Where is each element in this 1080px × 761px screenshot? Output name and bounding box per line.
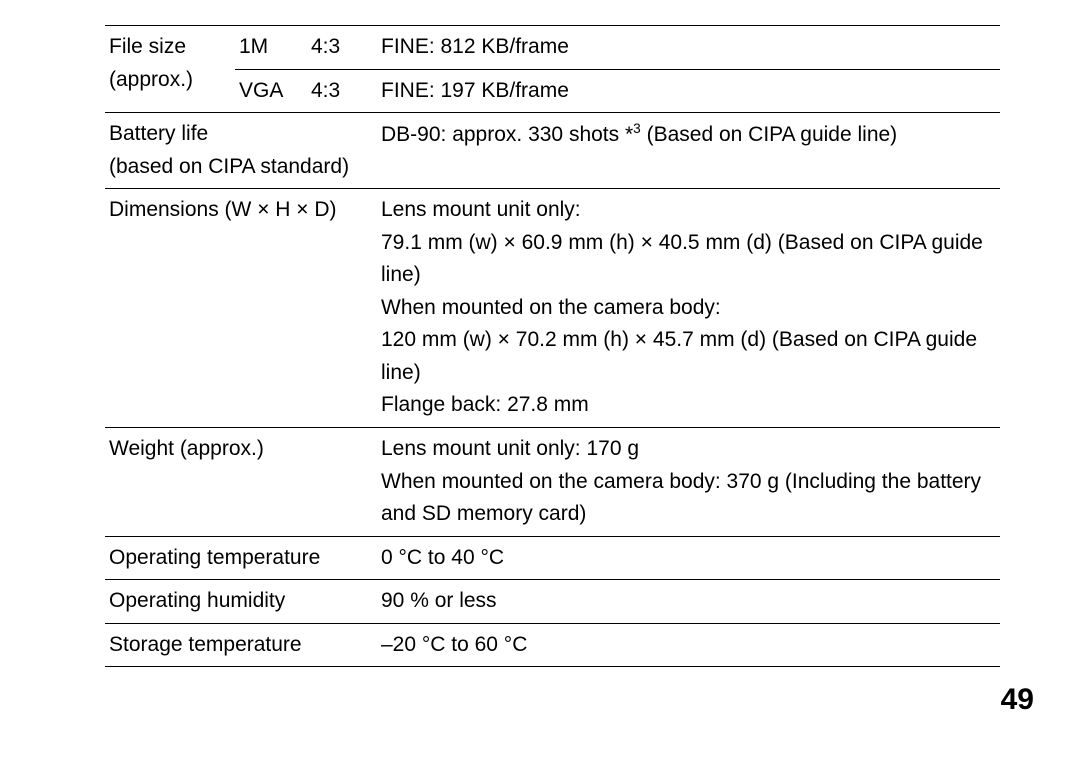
cell-dimensions-value: Lens mount unit only:79.1 mm (w) × 60.9 … bbox=[377, 189, 1000, 428]
cell-storagetemp-value: –20 °C to 60 °C bbox=[377, 623, 1000, 667]
cell: 4:3 bbox=[307, 26, 377, 70]
cell-filesize-label: File size (approx.) bbox=[105, 26, 235, 113]
table-row: File size (approx.) 1M 4:3 FINE: 812 KB/… bbox=[105, 26, 1000, 70]
cell-weight-label: Weight (approx.) bbox=[105, 428, 377, 537]
table-row: Weight (approx.) Lens mount unit only: 1… bbox=[105, 428, 1000, 537]
text: DB-90: approx. 330 shots * bbox=[381, 123, 633, 146]
cell-storagetemp-label: Storage temperature bbox=[105, 623, 377, 667]
cell: 4:3 bbox=[307, 69, 377, 113]
cell-optemp-value: 0 °C to 40 °C bbox=[377, 536, 1000, 580]
cell: 1M bbox=[235, 26, 307, 70]
table-row: Operating temperature 0 °C to 40 °C bbox=[105, 536, 1000, 580]
cell-dimensions-label: Dimensions (W × H × D) bbox=[105, 189, 377, 428]
table-row: Operating humidity 90 % or less bbox=[105, 580, 1000, 624]
footnote-ref: 3 bbox=[633, 121, 641, 136]
cell-battery-value: DB-90: approx. 330 shots *3 (Based on CI… bbox=[377, 113, 1000, 189]
cell-weight-value: Lens mount unit only: 170 gWhen mounted … bbox=[377, 428, 1000, 537]
cell-battery-label: Battery life(based on CIPA standard) bbox=[105, 113, 377, 189]
table-row: Battery life(based on CIPA standard) DB-… bbox=[105, 113, 1000, 189]
table-row: Storage temperature –20 °C to 60 °C bbox=[105, 623, 1000, 667]
cell: FINE: 812 KB/frame bbox=[377, 26, 1000, 70]
table-row: Dimensions (W × H × D) Lens mount unit o… bbox=[105, 189, 1000, 428]
table-row: VGA 4:3 FINE: 197 KB/frame bbox=[105, 69, 1000, 113]
spec-table: File size (approx.) 1M 4:3 FINE: 812 KB/… bbox=[105, 25, 1000, 667]
cell-ophumidity-label: Operating humidity bbox=[105, 580, 377, 624]
cell-ophumidity-value: 90 % or less bbox=[377, 580, 1000, 624]
cell-optemp-label: Operating temperature bbox=[105, 536, 377, 580]
text: (approx.) bbox=[109, 68, 193, 91]
cell: FINE: 197 KB/frame bbox=[377, 69, 1000, 113]
page-number: 49 bbox=[1001, 683, 1034, 717]
cell: VGA bbox=[235, 69, 307, 113]
text: (Based on CIPA guide line) bbox=[641, 123, 897, 146]
text: File size bbox=[109, 35, 186, 58]
